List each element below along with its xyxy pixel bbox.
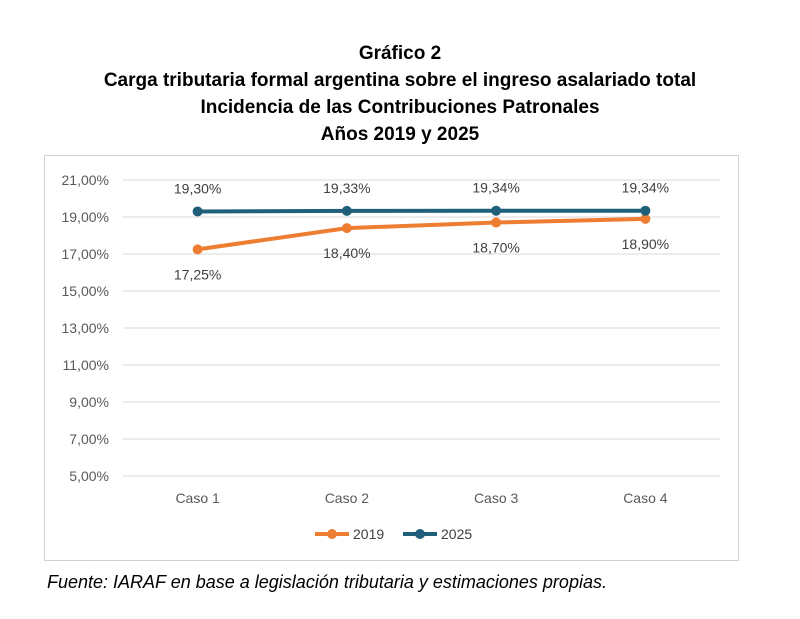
figure-number: Gráfico 2: [358, 43, 442, 64]
y-tick-label: 15,00%: [62, 283, 109, 299]
y-tick-label: 9,00%: [69, 394, 109, 410]
series-line-2019: [195, 216, 648, 252]
data-label-2025: 19,33%: [323, 180, 370, 196]
data-point-2025: [192, 206, 203, 217]
data-label-2019: 18,90%: [622, 236, 669, 252]
chart-subtitle: Incidencia de las Contribuciones Patrona…: [200, 97, 600, 118]
data-point-2025: [491, 205, 502, 216]
data-label-2019: 17,25%: [174, 266, 221, 282]
data-label-2019: 18,70%: [472, 240, 519, 256]
data-point-2019: [192, 244, 203, 255]
data-label-2019: 18,40%: [323, 245, 370, 261]
chart-frame: 5,00% 7,00% 9,00% 11,00% 13,00% 15,00% 17,00% 1…: [44, 155, 739, 561]
source-note: Fuente: IARAF en base a legislación trib…: [47, 572, 607, 592]
legend-marker-2019: [327, 529, 337, 539]
data-label-2025: 19,34%: [472, 180, 519, 196]
data-label-2025: 19,34%: [622, 180, 669, 196]
y-tick-label: 19,00%: [62, 209, 109, 225]
y-tick-label: 21,00%: [62, 172, 109, 188]
x-tick-label: Caso 4: [623, 490, 668, 506]
legend-marker-2025: [415, 529, 425, 539]
data-label-2025: 19,30%: [174, 180, 221, 196]
chart-titles: Gráfico 2 Carga tributaria formal argent…: [0, 40, 800, 148]
data-point-2019: [341, 223, 352, 234]
chart-title: Carga tributaria formal argentina sobre …: [103, 70, 697, 91]
series-line-2025: [195, 208, 648, 214]
y-tick-label: 11,00%: [63, 357, 109, 373]
data-point-2025: [341, 205, 352, 216]
x-tick-label: Caso 1: [175, 490, 220, 506]
chart-years: Años 2019 y 2025: [320, 124, 480, 145]
data-point-2019: [640, 213, 651, 224]
data-point-2019: [491, 217, 502, 228]
y-tick-label: 5,00%: [69, 468, 109, 484]
x-tick-label: Caso 3: [474, 490, 519, 506]
legend-label-2019: 2019: [353, 526, 384, 542]
data-point-2025: [640, 205, 651, 216]
legend-label-2025: 2025: [441, 526, 472, 542]
x-tick-label: Caso 2: [325, 490, 370, 506]
line-chart: 5,00% 7,00% 9,00% 11,00% 13,00% 15,00% 17,00% 1…: [62, 172, 720, 542]
y-tick-label: 13,00%: [62, 320, 109, 336]
y-tick-label: 17,00%: [62, 246, 109, 262]
y-tick-label: 7,00%: [69, 431, 109, 447]
